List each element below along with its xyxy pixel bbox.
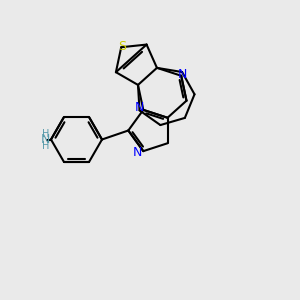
Text: H: H (42, 129, 49, 139)
Text: N: N (133, 146, 142, 159)
Text: N: N (41, 133, 50, 146)
Text: S: S (118, 40, 126, 53)
Text: N: N (135, 101, 144, 114)
Text: H: H (42, 141, 49, 151)
Text: N: N (178, 68, 188, 81)
